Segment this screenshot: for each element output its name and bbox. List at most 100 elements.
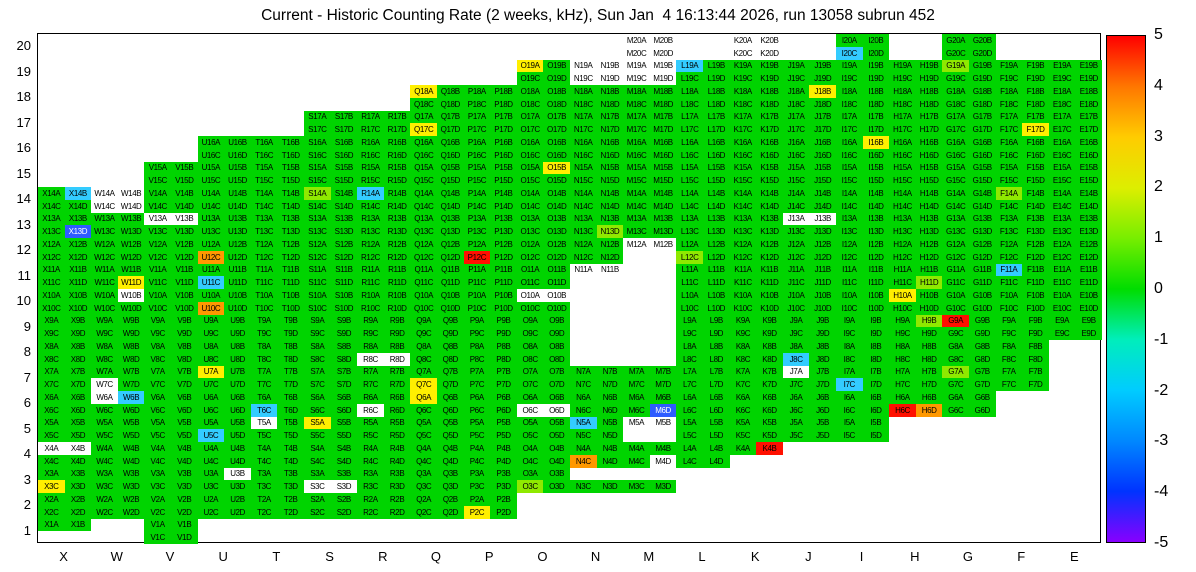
cell-L4C: L4C bbox=[676, 454, 703, 468]
cell-J13D: J13D bbox=[809, 225, 836, 238]
cell-U16A: U16A bbox=[197, 136, 225, 149]
cell-E16C: E16C bbox=[1048, 148, 1076, 162]
cell-L19C: L19C bbox=[676, 72, 703, 85]
cell-P10A: P10A bbox=[463, 289, 491, 302]
cell-N13D: N13D bbox=[596, 225, 624, 238]
cell-J18A: J18A bbox=[782, 85, 810, 98]
cell-O14A: O14A bbox=[516, 187, 544, 200]
cell-T2A: T2A bbox=[250, 493, 278, 506]
cell-P2A: P2A bbox=[463, 493, 491, 506]
cell-P4B: P4B bbox=[490, 442, 517, 455]
cell-J9B: J9B bbox=[809, 314, 836, 328]
cell-X13A: X13A bbox=[38, 212, 65, 226]
cell-E11A: E11A bbox=[1048, 263, 1076, 277]
cell-G15D: G15D bbox=[969, 174, 996, 187]
cell-X6A: X6A bbox=[38, 391, 65, 404]
cell-P15A: P15A bbox=[463, 161, 491, 175]
cell-R10C: R10C bbox=[357, 301, 384, 315]
cell-T7A: T7A bbox=[250, 365, 278, 379]
cell-F18B: F18B bbox=[1022, 85, 1049, 98]
cell-H8C: H8C bbox=[889, 352, 916, 366]
cell-O3D: O3D bbox=[543, 480, 570, 493]
cell-Q12C: Q12C bbox=[410, 250, 437, 264]
cell-V12C: V12C bbox=[144, 250, 171, 264]
cell-T14B: T14B bbox=[277, 187, 304, 200]
cell-K8A: K8A bbox=[729, 340, 757, 353]
cell-L12A: L12A bbox=[676, 238, 703, 251]
cell-K13B: K13B bbox=[756, 212, 783, 226]
cell-N18C: N18C bbox=[570, 97, 597, 111]
cell-T12A: T12A bbox=[250, 238, 278, 251]
cell-L14D: L14D bbox=[703, 199, 730, 213]
cell-J6B: J6B bbox=[809, 391, 836, 404]
cell-T2B: T2B bbox=[277, 493, 304, 506]
cell-W11C: W11C bbox=[91, 276, 118, 289]
cell-N17C: N17C bbox=[570, 123, 597, 136]
cell-H15D: H15D bbox=[915, 174, 943, 187]
cell-G12D: G12D bbox=[969, 250, 996, 264]
cell-P4A: P4A bbox=[463, 442, 491, 455]
cell-T7D: T7D bbox=[277, 378, 304, 391]
cell-Q13C: Q13C bbox=[410, 225, 437, 238]
cell-H18C: H18C bbox=[889, 97, 916, 111]
cell-V14C: V14C bbox=[144, 199, 171, 213]
cell-E15D: E15D bbox=[1075, 174, 1102, 187]
cell-E13D: E13D bbox=[1075, 225, 1102, 238]
cell-K15D: K15D bbox=[756, 174, 783, 187]
cell-T13C: T13C bbox=[250, 225, 278, 238]
cell-Q4C: Q4C bbox=[410, 454, 437, 468]
cell-V15B: V15B bbox=[171, 161, 198, 175]
cell-I19A: I19A bbox=[836, 59, 863, 73]
cell-X5C: X5C bbox=[38, 429, 65, 442]
cell-O10A: O10A bbox=[516, 289, 544, 302]
cell-O4C: O4C bbox=[516, 454, 544, 468]
cell-J5C: J5C bbox=[782, 429, 810, 442]
cell-I18C: I18C bbox=[836, 97, 863, 111]
cell-V10A: V10A bbox=[144, 289, 171, 302]
cell-S13A: S13A bbox=[304, 212, 331, 226]
cell-V14A: V14A bbox=[144, 187, 171, 200]
cell-F7A: F7A bbox=[995, 365, 1023, 379]
cell-L12D: L12D bbox=[703, 250, 730, 264]
cell-H9B: H9B bbox=[915, 314, 943, 328]
cell-R10A: R10A bbox=[357, 289, 384, 302]
cell-X12B: X12B bbox=[64, 238, 92, 251]
cell-X13D: X13D bbox=[64, 225, 92, 238]
colorbar-tick: -4 bbox=[1154, 483, 1169, 501]
cell-J17C: J17C bbox=[782, 123, 810, 136]
cell-W4D: W4D bbox=[117, 454, 145, 468]
cell-R3B: R3B bbox=[383, 467, 411, 481]
cell-F16B: F16B bbox=[1022, 136, 1049, 149]
cell-T2D: T2D bbox=[277, 505, 304, 519]
cell-I12A: I12A bbox=[836, 238, 863, 251]
cell-S9B: S9B bbox=[330, 314, 358, 328]
cell-F9A: F9A bbox=[995, 314, 1023, 328]
cell-K18A: K18A bbox=[729, 85, 757, 98]
cell-L9B: L9B bbox=[703, 314, 730, 328]
cell-O11C: O11C bbox=[516, 276, 544, 289]
cell-L19B: L19B bbox=[703, 59, 730, 73]
cell-R5C: R5C bbox=[357, 429, 384, 442]
cell-G12C: G12C bbox=[942, 250, 969, 264]
cell-W3C: W3C bbox=[91, 480, 118, 493]
cell-S14C: S14C bbox=[304, 199, 331, 213]
cell-W8B: W8B bbox=[117, 340, 145, 353]
cell-K11C: K11C bbox=[729, 276, 757, 289]
cell-S12C: S12C bbox=[304, 250, 331, 264]
cell-K10C: K10C bbox=[729, 301, 757, 315]
cell-L9D: L9D bbox=[703, 327, 730, 340]
cell-F13B: F13B bbox=[1022, 212, 1049, 226]
cell-K12D: K12D bbox=[756, 250, 783, 264]
cell-E11C: E11C bbox=[1048, 276, 1076, 289]
cell-P18A: P18A bbox=[463, 85, 491, 98]
cell-L15D: L15D bbox=[703, 174, 730, 187]
cell-W12D: W12D bbox=[117, 250, 145, 264]
cell-F11A: F11A bbox=[995, 263, 1023, 277]
cell-S8D: S8D bbox=[330, 352, 358, 366]
cell-N11B: N11B bbox=[596, 263, 624, 277]
cell-J11D: J11D bbox=[809, 276, 836, 289]
cell-J13B: J13B bbox=[809, 212, 836, 226]
cell-N17A: N17A bbox=[570, 110, 597, 124]
cell-Q12D: Q12D bbox=[437, 250, 464, 264]
cell-N15B: N15B bbox=[596, 161, 624, 175]
